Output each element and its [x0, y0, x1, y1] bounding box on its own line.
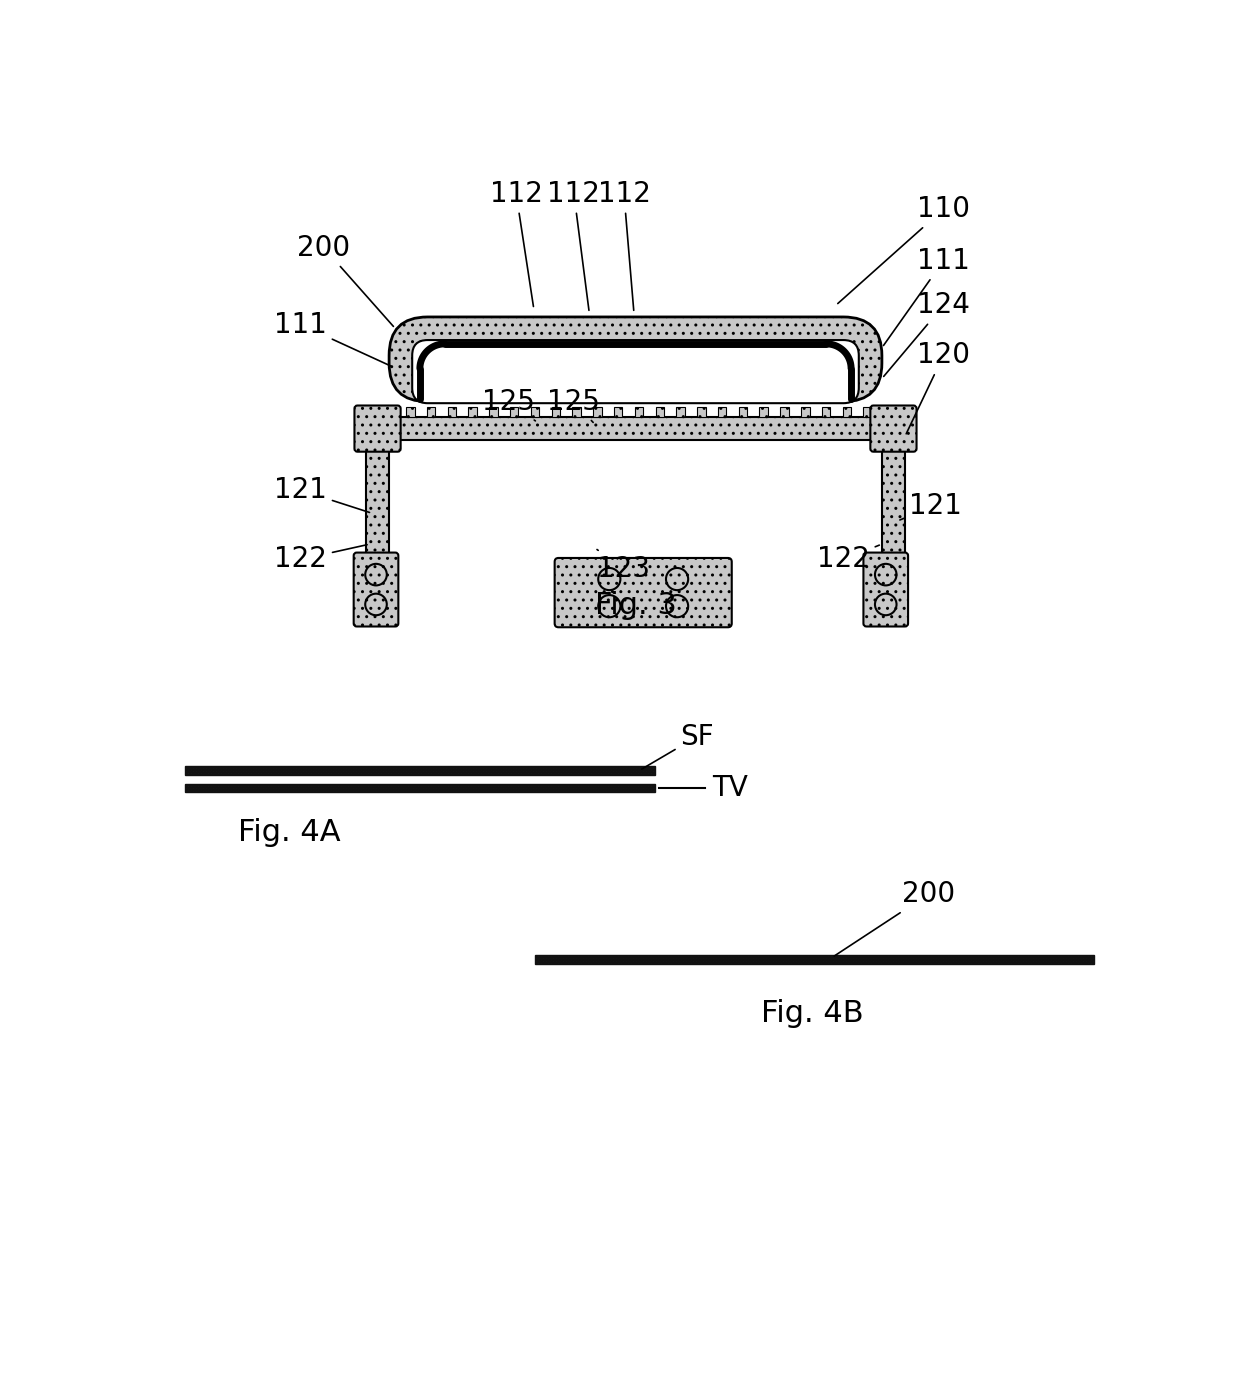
Text: Fig. 4B: Fig. 4B [761, 999, 864, 1029]
Text: TV: TV [713, 774, 749, 802]
Bar [185, 784, 655, 792]
Bar [863, 407, 872, 417]
Bar [656, 407, 663, 417]
FancyBboxPatch shape [389, 317, 882, 402]
Text: 112: 112 [548, 179, 600, 310]
Bar [510, 407, 518, 417]
Text: 111: 111 [274, 310, 391, 366]
Text: Fig. 3: Fig. 3 [594, 591, 677, 620]
Text: 123: 123 [596, 549, 651, 582]
Bar [469, 407, 477, 417]
Text: 124: 124 [884, 292, 970, 377]
Bar [448, 407, 456, 417]
Text: 122: 122 [274, 545, 367, 574]
FancyBboxPatch shape [870, 406, 916, 452]
FancyBboxPatch shape [554, 557, 732, 627]
Text: 200: 200 [835, 880, 955, 956]
Bar [614, 407, 622, 417]
FancyBboxPatch shape [412, 341, 859, 403]
Bar [490, 407, 497, 417]
Bar [405, 407, 414, 417]
FancyBboxPatch shape [353, 553, 398, 627]
FancyBboxPatch shape [355, 406, 401, 452]
Bar [427, 407, 435, 417]
FancyBboxPatch shape [863, 553, 908, 627]
Bar [822, 407, 831, 417]
Bar [531, 407, 539, 417]
Bar [801, 407, 810, 417]
Bar [366, 417, 905, 441]
Text: SF: SF [642, 723, 714, 769]
Bar [536, 955, 1094, 963]
Bar [573, 407, 580, 417]
Bar [676, 407, 684, 417]
Bar [843, 407, 851, 417]
Text: 125: 125 [482, 388, 536, 421]
Text: 200: 200 [298, 234, 393, 327]
Bar [718, 407, 727, 417]
Text: 112: 112 [490, 179, 543, 307]
Bar [759, 407, 768, 417]
Bar [185, 766, 655, 776]
Bar [552, 407, 560, 417]
Bar [386, 407, 394, 417]
Bar [697, 407, 706, 417]
Text: 121: 121 [900, 492, 962, 520]
Text: 110: 110 [838, 195, 970, 303]
Bar [635, 407, 644, 417]
Bar [780, 407, 789, 417]
Text: 121: 121 [274, 477, 370, 513]
Text: 120: 120 [906, 342, 970, 434]
Text: 122: 122 [817, 545, 879, 574]
Bar [882, 417, 905, 560]
Text: 111: 111 [884, 247, 970, 346]
Text: 125: 125 [548, 388, 600, 423]
Bar [593, 407, 601, 417]
Text: Fig. 4A: Fig. 4A [238, 819, 340, 848]
Bar [739, 407, 748, 417]
Text: 112: 112 [598, 179, 651, 310]
Bar [366, 417, 389, 560]
